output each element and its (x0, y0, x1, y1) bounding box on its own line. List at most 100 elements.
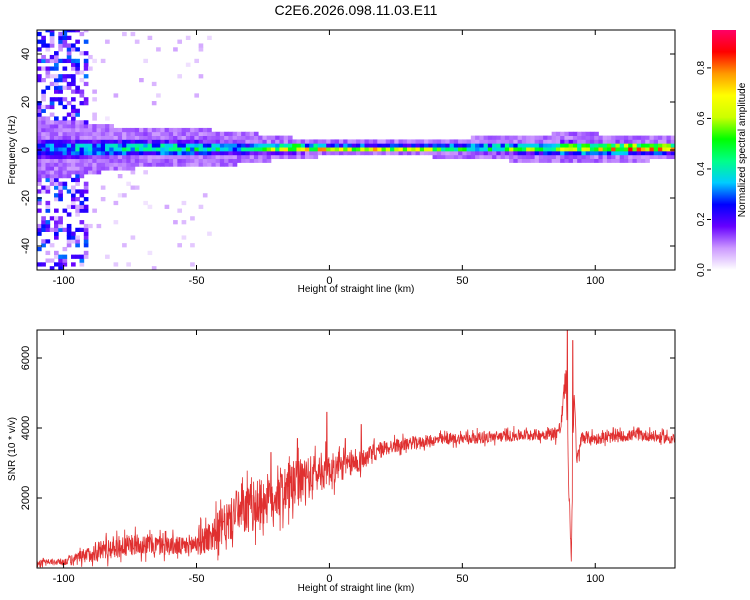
spectrogram-cell (71, 154, 76, 160)
spectrogram-cell (96, 158, 102, 163)
spectrogram-cell (509, 143, 514, 148)
spectrogram-cell (253, 139, 259, 144)
spectrogram-cell (538, 154, 544, 160)
spectrogram-cell (283, 150, 289, 156)
spectrogram-cell (236, 135, 242, 140)
spectrogram-cell (160, 143, 165, 148)
spectrogram-cell (49, 101, 55, 106)
spectrogram-cell (666, 135, 672, 140)
spectrogram-cell (71, 162, 76, 167)
spectrogram-cell (45, 170, 51, 175)
spectrogram-cell (321, 139, 327, 144)
spectrogram-cell (168, 158, 174, 163)
spectrogram-cell (105, 131, 110, 136)
spectrogram-cell (636, 150, 642, 156)
spectrogram-cell (75, 47, 80, 52)
spectrogram-cell (62, 31, 68, 37)
spectrogram-cell (504, 135, 510, 140)
spectrogram-cell (66, 189, 72, 194)
spectrogram-cell (37, 124, 42, 129)
spectrogram-cell (71, 66, 76, 71)
spectrogram-cell (160, 135, 165, 140)
spectrogram-cell (75, 127, 80, 133)
spectrogram-cell (75, 147, 80, 152)
spectrogram-cell (317, 139, 323, 144)
spectrogram-cell (407, 143, 412, 148)
spectrogram-cell (83, 120, 89, 125)
spectrogram-cell (236, 147, 242, 152)
spectrogram-cell (45, 158, 51, 163)
spectrogram-cell (432, 143, 438, 148)
spectrogram-cell (62, 116, 68, 121)
spectrogram-cell (368, 150, 374, 156)
spectrogram-cell (568, 158, 574, 163)
spectrogram-cell (66, 112, 72, 117)
spectrogram-cell (83, 135, 89, 140)
spectrogram-cell (670, 154, 675, 160)
spectrogram-cell (645, 139, 650, 144)
spectrogram-cell (45, 116, 51, 121)
spectrogram-cell (49, 181, 55, 186)
spectrogram-cell (589, 147, 595, 152)
spectrogram-cell (568, 139, 574, 144)
spectrogram-cell (462, 143, 467, 148)
spectrogram-cell (543, 135, 548, 140)
spectrogram-cell (71, 189, 76, 194)
spectrogram-cell (83, 243, 89, 248)
spectrogram-cell (547, 147, 553, 152)
spectrogram-cell (224, 147, 229, 152)
spectrogram-cell (49, 166, 55, 171)
spectrogram-cell (79, 158, 85, 163)
spectrogram-cell (54, 66, 59, 71)
spectrogram-cell (177, 74, 183, 79)
spectrogram-cell (83, 170, 89, 175)
spectrogram-cell (441, 150, 446, 156)
x-tick-label: 100 (586, 573, 604, 585)
spectrogram-cell (185, 143, 191, 148)
spectrogram-cell (151, 162, 157, 167)
spectrogram-cell (253, 131, 259, 136)
spectrogram-cell (54, 147, 59, 152)
spectrogram-cell (560, 135, 565, 140)
x-tick-label: 0 (326, 573, 332, 585)
spectrogram-cell (309, 150, 314, 156)
spectrogram-cell (58, 216, 63, 221)
spectrogram-cell (156, 162, 161, 167)
spectrogram-cell (496, 135, 502, 140)
spectrogram-cell (66, 131, 72, 136)
spectrogram-cell (83, 147, 89, 152)
spectrogram-cell (139, 78, 144, 83)
spectrogram-cell (606, 150, 612, 156)
spectrogram-cell (177, 131, 183, 136)
spectrogram-cell (37, 174, 42, 179)
spectrogram-cell (130, 135, 136, 140)
spectrogram-cell (126, 131, 131, 136)
spectrogram-cell (347, 150, 353, 156)
spectrogram-cell (79, 70, 85, 75)
spectrogram-cell (143, 200, 148, 206)
spectrogram-cell (577, 131, 582, 136)
spectrogram-cell (577, 139, 582, 144)
spectrogram-cell (58, 78, 63, 83)
spectrogram-cell (589, 139, 595, 144)
spectrogram-cell (623, 147, 629, 152)
spectrogram-cell (71, 116, 76, 121)
spectrogram-cell (594, 131, 599, 136)
spectrogram-cell (304, 150, 310, 156)
spectrogram-cell (560, 143, 565, 148)
spectrogram-cell (37, 177, 42, 183)
spectrogram-cell (568, 150, 574, 156)
spectrogram-cell (79, 135, 85, 140)
spectrogram-cell (594, 147, 599, 152)
spectrogram-cell (126, 127, 131, 133)
spectrogram-cell (470, 143, 476, 148)
spectrogram-cell (245, 135, 251, 140)
spectrogram-cell (83, 62, 89, 67)
spectrogram-cell (92, 147, 97, 152)
spectrogram-cell (143, 143, 148, 148)
spectrogram-cell (75, 139, 80, 144)
spectrogram-cell (581, 147, 587, 152)
spectrogram-cell (198, 74, 204, 79)
spectrogram-cell (75, 208, 80, 213)
